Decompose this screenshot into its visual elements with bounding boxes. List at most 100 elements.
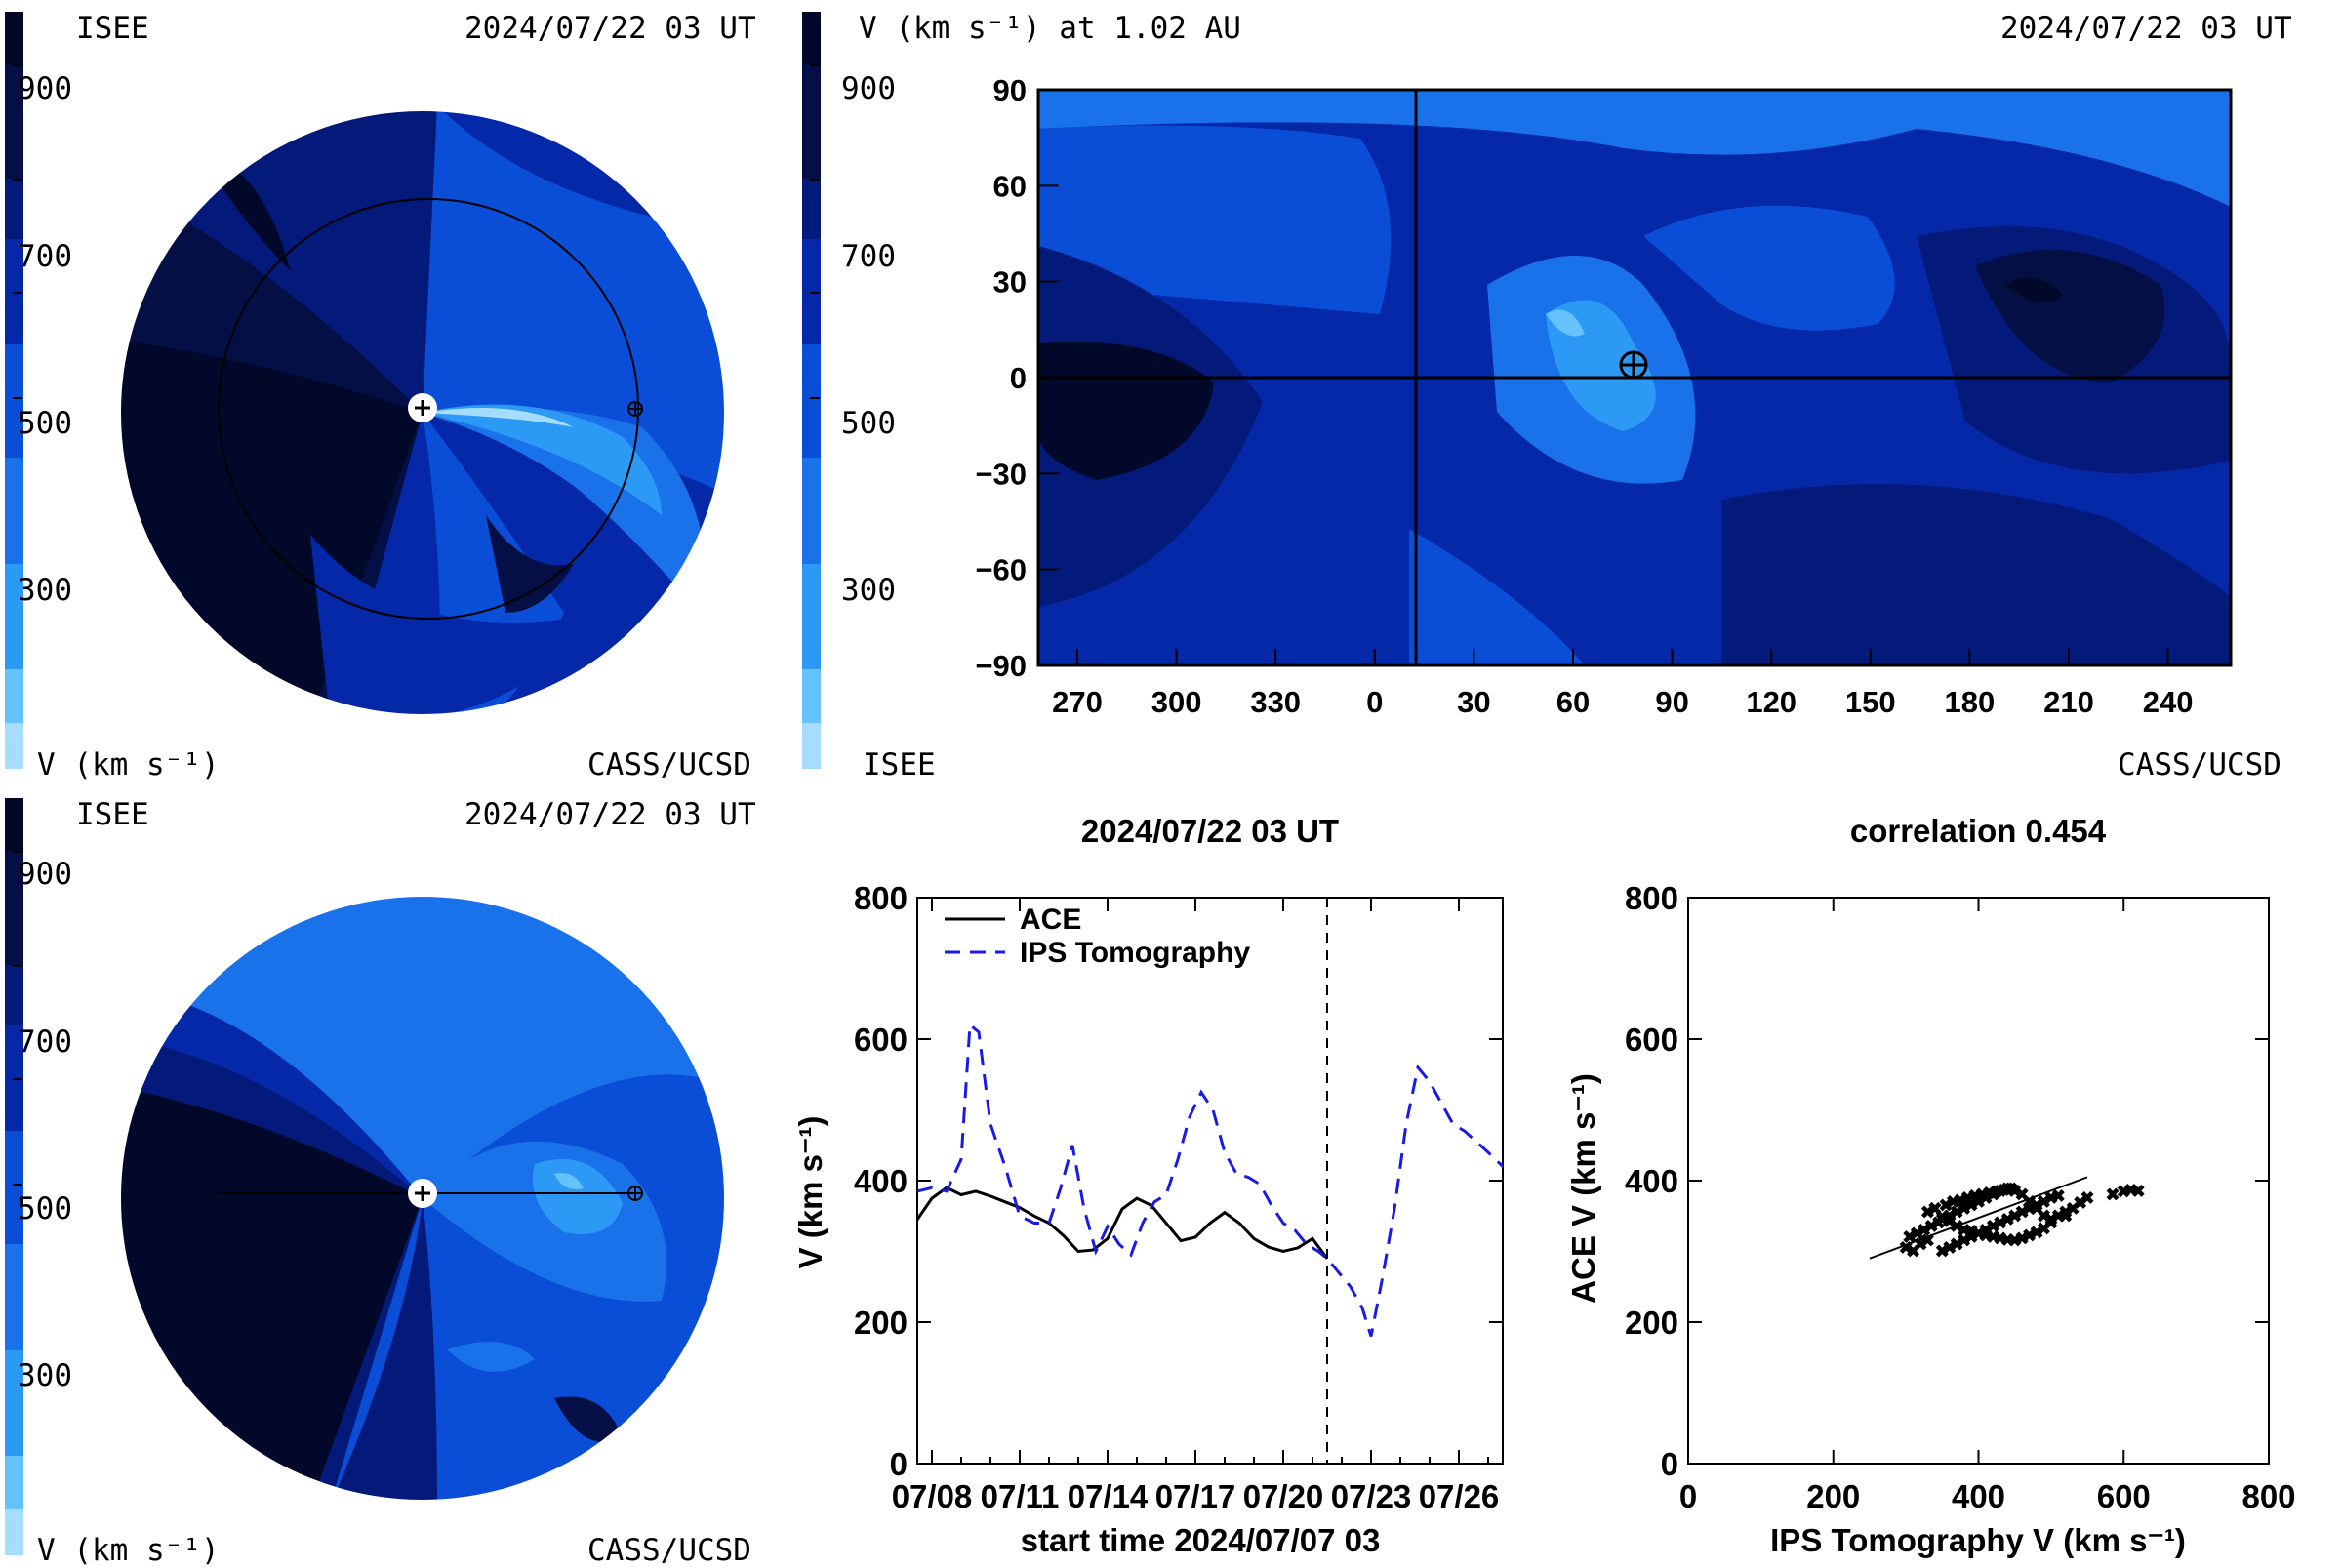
y-tick-label: 400 [1625,1163,1678,1199]
scatter-point: ✖ [1946,1192,1960,1212]
colorbar-segment [5,458,23,565]
colorbar-tick-label: 500 [18,1191,72,1226]
scatter-point: ✖ [2000,1180,2015,1199]
scatter-point: ✖ [1950,1203,1964,1223]
series-ips-tomography [916,1022,1505,1337]
y-tick-label: 0 [1010,361,1027,395]
colorbar-tick [810,178,820,181]
colorbar-tick-label: 500 [841,406,896,441]
colorbar-units-label: V (km s⁻¹) [37,1533,220,1568]
y-tick-label: 200 [854,1305,908,1341]
scatter-point: ✖ [1986,1186,2000,1205]
scatter-point: ✖ [1957,1231,1971,1251]
colorbar-tick [13,1184,22,1186]
colorbar-segment [802,722,821,769]
scatter-chart: correlation 0.454 0 200 400 600 800 0 200 400 60… [1565,813,2296,1558]
colorbar-segment [802,669,821,724]
scatter-point: ✖ [1935,1242,1950,1262]
scatter-point: ✖ [1960,1188,1975,1208]
colorbar-segment [5,344,23,460]
scatter-point: ✖ [2123,1181,2138,1200]
colorbar-tick-label: 700 [18,239,72,274]
scatter-point: ✖ [1993,1228,2007,1248]
x-tick-label: 180 [1945,685,1996,719]
x-tick-label: 200 [1806,1478,1860,1514]
x-tick-label: 90 [1655,685,1688,719]
scatter-point: ✖ [2007,1231,2022,1251]
scatter-point: ✖ [2043,1188,2058,1208]
colorbar-segment [5,64,23,180]
scatter-point: ✖ [2029,1199,2043,1219]
scatter-point: ✖ [1942,1238,1957,1258]
regression-line [1869,1176,2088,1260]
scatter-point: ✖ [1917,1221,1931,1240]
colorbar-tick [810,64,820,67]
y-tick-label: 30 [993,265,1027,300]
x-tick-label: 0 [1366,685,1383,719]
x-axis-label: IPS Tomography V (km s⁻¹) [1770,1522,2186,1558]
chart-title: 2024/07/22 03 UT [1081,813,1339,849]
colorbar-tick-label: 300 [18,573,72,608]
x-tick-label: 300 [1151,685,1202,719]
scatter-point: ✖ [2043,1214,2058,1233]
colorbar-tick-label: 900 [18,71,72,106]
colorbar-segment [5,798,23,853]
scatter-point: ✖ [1927,1199,1942,1219]
scatter-point: ✖ [2131,1182,2146,1201]
scatter-point: ✖ [1971,1224,1986,1243]
scatter-point: ✖ [2058,1203,2073,1223]
scatter-point: ✖ [1906,1242,1920,1262]
y-tick-label: 200 [1625,1305,1678,1341]
colorbar-segment [5,1131,23,1246]
org-label: ISEE [863,747,936,783]
y-tick-label: 90 [993,78,1027,107]
colorbar-segment [5,178,23,240]
x-tick-label: 150 [1845,685,1896,719]
colorbar-segment [802,12,821,66]
scatter-point: ✖ [2029,1195,2043,1215]
scatter-point: ✖ [2080,1188,2095,1208]
x-tick-label: 800 [2241,1478,2295,1514]
colorbar-tick [13,178,22,181]
y-tick-label: 600 [1625,1022,1678,1058]
colorbar-top-right [802,12,821,769]
scatter-point: ✖ [2007,1206,2022,1226]
org-label: ISEE [76,797,149,832]
colorbar-segment [5,12,23,66]
x-tick-label: 60 [1556,685,1590,719]
datetime-label: 2024/07/22 03 UT [464,797,756,832]
colorbar-tick-label: 700 [18,1025,72,1060]
scatter-point: ✖ [1986,1227,2000,1247]
x-tick-label: 07/14 [1068,1478,1149,1514]
scatter-point: ✖ [1964,1227,1979,1247]
y-tick-label: 0 [890,1446,908,1482]
colorbar-tick [13,291,22,294]
scatter-point: ✖ [2117,1183,2131,1202]
colorbar-segment [5,1244,23,1351]
y-tick-label: 0 [1661,1446,1678,1482]
y-tick-label: 400 [854,1163,908,1199]
colorbar-segment [5,1508,23,1555]
x-tick-label: 07/20 [1243,1478,1324,1514]
colorbar-tick-label: 900 [18,857,72,892]
scatter-point: ✖ [2051,1206,2066,1226]
x-tick-label: 270 [1052,685,1103,719]
x-tick-label: 07/08 [892,1478,973,1514]
colorbar-tick [13,964,22,967]
scatter-point: ✖ [1967,1186,1982,1206]
colorbar-tick [13,1077,22,1080]
scatter-point: ✖ [2029,1224,2043,1243]
scatter-point: ✖ [1975,1186,1990,1205]
colorbar-segment [802,178,821,240]
scatter-point: ✖ [1971,1224,1986,1243]
x-tick-label: 30 [1457,685,1490,719]
x-tick-label: 07/11 [981,1478,1060,1514]
series-ace [915,1186,1329,1260]
y-tick-label: 600 [854,1022,908,1058]
scatter-point: ✖ [1990,1183,2004,1202]
x-tick-label: 07/26 [1419,1478,1500,1514]
colorbar-tick-label: 700 [841,239,896,274]
colorbar-bottom-left [5,798,23,1555]
colorbar-units-label: V (km s⁻¹) [37,747,220,783]
colorbar-segment [5,563,23,671]
